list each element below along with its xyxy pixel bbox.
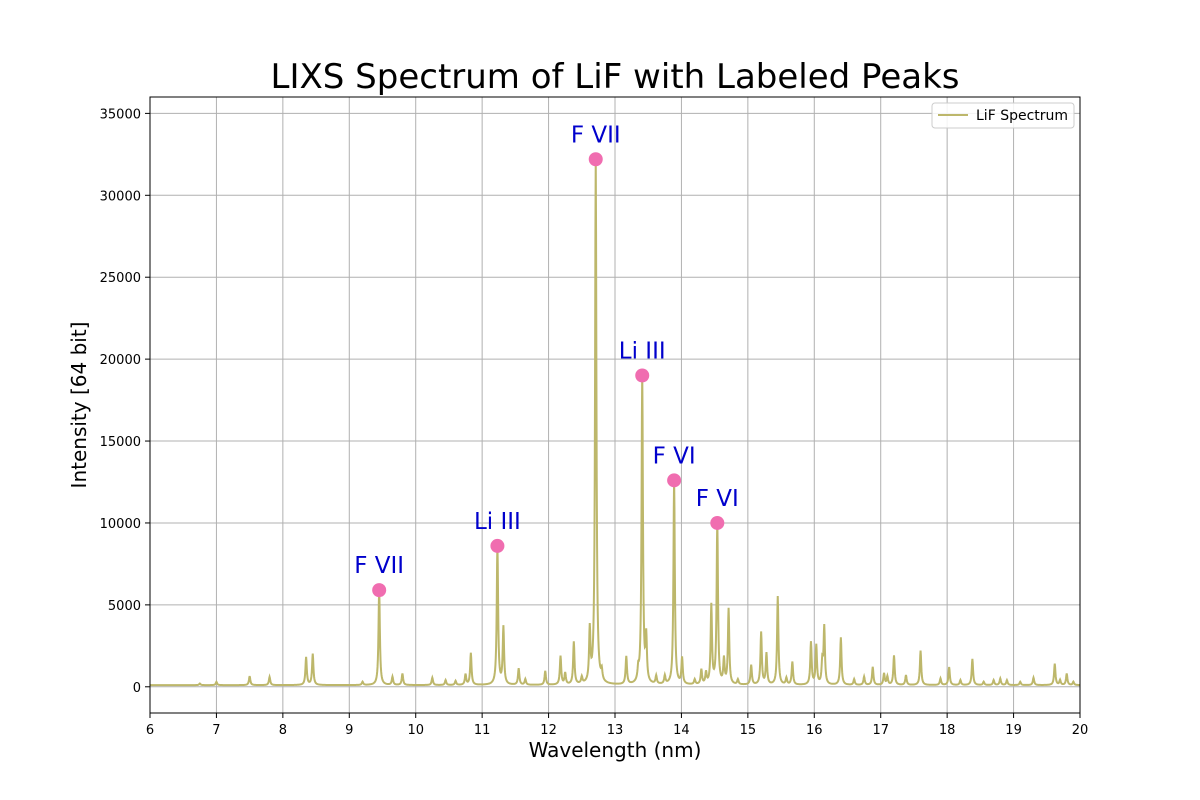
legend: LiF Spectrum: [931, 102, 1075, 129]
x-tick-label: 20: [1072, 723, 1089, 738]
y-tick-label: 0: [133, 681, 141, 696]
y-tick-label: 15000: [100, 435, 141, 450]
x-tick-label: 12: [540, 723, 557, 738]
peak-label: Li III: [619, 339, 666, 365]
peak-markers: [372, 152, 725, 598]
peak-labels: F VII Li III F VII Li III F VIF VI: [354, 122, 739, 579]
peak-label: F VI: [653, 443, 696, 469]
x-tick-label: 9: [345, 723, 353, 738]
y-tick-label: 5000: [108, 599, 141, 614]
x-tick-label: 19: [1005, 723, 1022, 738]
y-axis: 0 5000 10000 15000 20000 25000 30000 35000: [100, 107, 150, 696]
peak-marker: [372, 583, 387, 598]
y-tick-label: 10000: [100, 517, 141, 532]
y-tick-label: 25000: [100, 271, 141, 286]
x-tick-label: 6: [146, 723, 154, 738]
y-tick-label: 20000: [100, 353, 141, 368]
x-tick-label: 14: [673, 723, 690, 738]
plot-frame: [149, 96, 1081, 714]
legend-label: LiF Spectrum: [976, 108, 1068, 124]
peak-label: F VII: [354, 553, 404, 579]
x-axis: 6 7 8 9 10 11 12 13 14 15 16 17 18 19 20: [146, 713, 1088, 738]
x-tick-label: 18: [939, 723, 956, 738]
grid-lines: [149, 97, 1081, 713]
peak-label: Li III: [474, 509, 521, 535]
x-tick-label: 16: [806, 723, 823, 738]
peak-label: F VI: [696, 486, 739, 512]
x-tick-label: 7: [212, 723, 220, 738]
x-tick-label: 17: [872, 723, 889, 738]
series-line-lif-spectrum: [150, 156, 1081, 687]
peak-label: F VII: [571, 122, 621, 148]
y-tick-label: 35000: [100, 107, 141, 122]
x-tick-label: 10: [407, 723, 424, 738]
y-axis-label: Intensity [64 bit]: [67, 322, 91, 489]
chart-title: LIXS Spectrum of LiF with Labeled Peaks: [271, 57, 960, 97]
peak-marker: [635, 368, 650, 383]
peak-marker: [490, 538, 505, 553]
x-tick-label: 8: [279, 723, 287, 738]
peak-marker: [667, 473, 682, 488]
peak-marker: [588, 152, 603, 167]
x-tick-label: 11: [474, 723, 491, 738]
legend-box: [931, 102, 1075, 129]
x-axis-label: Wavelength (nm): [529, 738, 702, 762]
peak-marker: [710, 515, 725, 530]
y-tick-label: 30000: [100, 189, 141, 204]
x-tick-label: 15: [740, 723, 757, 738]
x-tick-label: 13: [607, 723, 624, 738]
